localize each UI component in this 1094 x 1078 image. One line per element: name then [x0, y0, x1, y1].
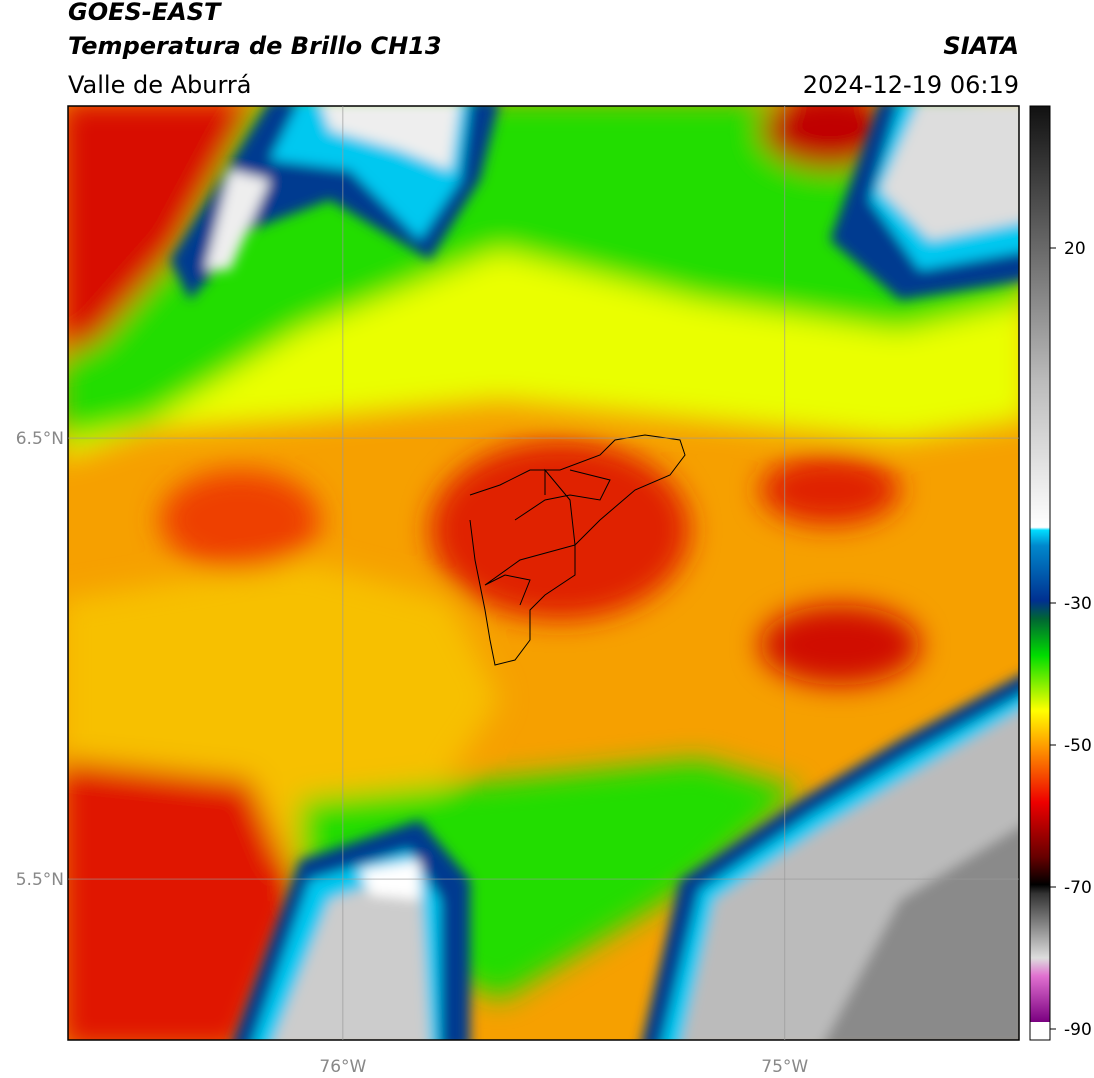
colorbar-tick-label: 20 — [1064, 239, 1086, 259]
title: GOES-EAST — [68, 0, 222, 26]
map — [68, 106, 1019, 1040]
lon-label: 76°W — [319, 1057, 366, 1077]
lon-label: 75°W — [761, 1057, 808, 1077]
colorbar-tick-label: -30 — [1064, 594, 1092, 614]
colorbar-tick-label: -90 — [1064, 1020, 1092, 1040]
colorbar-tick-label: -70 — [1064, 878, 1092, 898]
subtitle: Temperatura de Brillo CH13 — [68, 32, 442, 60]
colorbar-frame — [1029, 105, 1051, 1041]
lat-label: 5.5°N — [16, 870, 64, 890]
source: SIATA — [943, 32, 1019, 60]
colorbar-tick-label: -50 — [1064, 736, 1092, 756]
colorbar — [1030, 106, 1050, 1022]
lat-label: 6.5°N — [16, 429, 64, 449]
datetime: 2024-12-19 06:19 — [803, 71, 1019, 99]
map-frame — [67, 105, 1020, 1041]
region: Valle de Aburrá — [68, 71, 252, 99]
colorbar-under — [1030, 1022, 1050, 1040]
